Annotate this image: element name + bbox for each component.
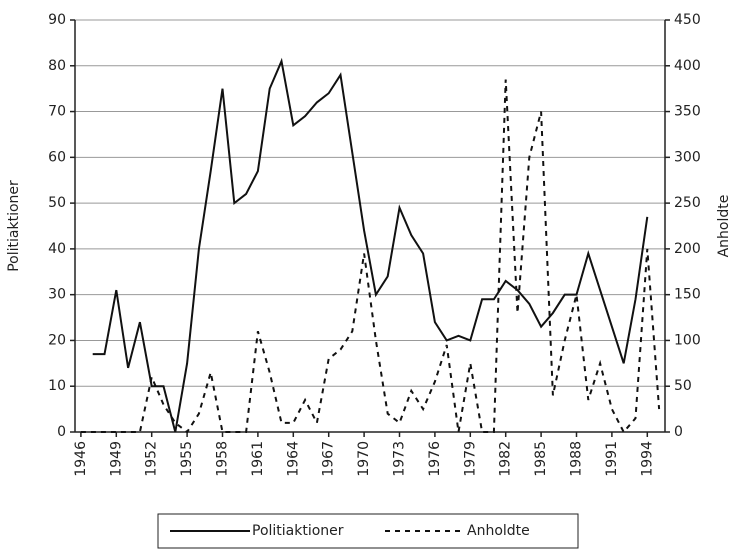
x-tick-label: 1964 xyxy=(285,441,301,477)
y-tick-label: 20 xyxy=(48,332,66,348)
y-tick-label: 60 xyxy=(48,149,66,165)
y-tick-label: 90 xyxy=(48,12,66,28)
legend-label: Anholdte xyxy=(467,523,530,539)
x-tick-label: 1973 xyxy=(392,441,408,477)
y2-tick-label: 350 xyxy=(674,104,701,120)
y-tick-label: 10 xyxy=(48,378,66,394)
y2-tick-label: 100 xyxy=(674,332,701,348)
x-tick-label: 1991 xyxy=(604,441,620,477)
y-axis-label: Politiaktioner xyxy=(6,180,22,272)
y2-tick-label: 200 xyxy=(674,241,701,257)
x-tick-label: 1970 xyxy=(356,441,372,477)
x-tick-label: 1949 xyxy=(108,441,124,477)
x-tick-label: 1988 xyxy=(569,441,585,477)
x-tick-label: 1976 xyxy=(427,441,443,477)
y2-tick-label: 0 xyxy=(674,424,683,440)
y2-tick-label: 250 xyxy=(674,195,701,211)
x-tick-label: 1994 xyxy=(639,441,655,477)
series-line xyxy=(92,57,649,433)
legend-label: Politiaktioner xyxy=(252,523,344,539)
y-tick-label: 0 xyxy=(57,424,66,440)
y-tick-label: 80 xyxy=(48,58,66,74)
legend-box xyxy=(157,513,579,549)
x-tick-label: 1985 xyxy=(533,441,549,477)
y-tick-label: 70 xyxy=(48,104,66,120)
x-tick-label: 1982 xyxy=(498,441,514,477)
y2-tick-label: 50 xyxy=(674,378,692,394)
y2-tick-label: 450 xyxy=(674,12,701,28)
x-tick-label: 1952 xyxy=(144,441,160,477)
x-tick-label: 1946 xyxy=(73,441,89,477)
y2-tick-label: 150 xyxy=(674,287,701,303)
y2-tick-label: 400 xyxy=(674,58,701,74)
y-tick-label: 30 xyxy=(48,287,66,303)
series-line xyxy=(80,79,661,434)
y2-axis-label: Anholdte xyxy=(716,195,732,258)
x-tick-label: 1961 xyxy=(250,441,266,477)
x-tick-label: 1979 xyxy=(462,441,478,477)
x-tick-label: 1955 xyxy=(179,441,195,477)
x-tick-label: 1967 xyxy=(321,441,337,477)
y-tick-label: 50 xyxy=(48,195,66,211)
x-tick-label: 1958 xyxy=(215,441,231,477)
y-tick-label: 40 xyxy=(48,241,66,257)
y2-tick-label: 300 xyxy=(674,149,701,165)
